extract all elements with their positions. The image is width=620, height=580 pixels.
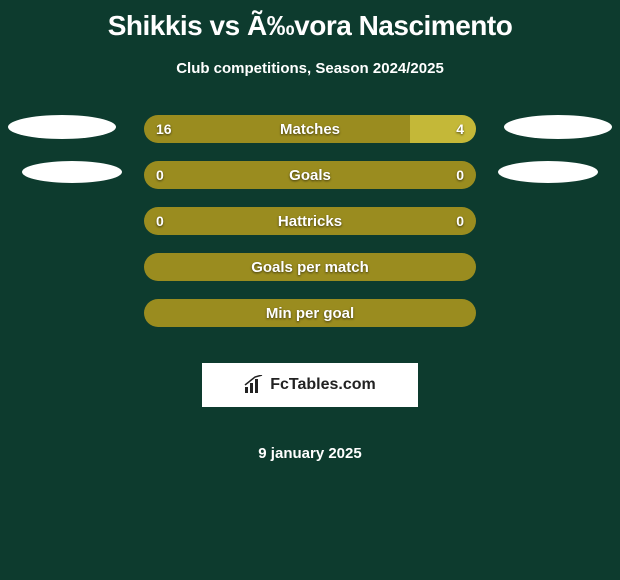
bar-left	[144, 207, 476, 235]
logo-text: FcTables.com	[270, 376, 376, 394]
bar-right	[410, 115, 476, 143]
stat-bar-matches: 16 Matches 4	[144, 115, 476, 143]
page-title: Shikkis vs Ã‰vora Nascimento	[108, 10, 513, 42]
subtitle: Club competitions, Season 2024/2025	[176, 60, 444, 77]
player-ellipse-right-icon	[504, 115, 612, 139]
stat-bar-hattricks: 0 Hattricks 0	[144, 207, 476, 235]
stats-area: 16 Matches 4 0 Goals 0 0 Hattricks 0 Goa…	[0, 115, 620, 462]
player-ellipse-left-icon	[8, 115, 116, 139]
source-logo: FcTables.com	[202, 363, 418, 407]
comparison-widget: Shikkis vs Ã‰vora Nascimento Club compet…	[0, 0, 620, 462]
bar-left	[144, 115, 410, 143]
chart-icon	[244, 375, 264, 395]
bar-left	[144, 253, 476, 281]
stat-bar-min-per-goal: Min per goal	[144, 299, 476, 327]
stat-bar-goals: 0 Goals 0	[144, 161, 476, 189]
bar-left	[144, 161, 476, 189]
player-ellipse-right-2-icon	[498, 161, 598, 183]
player-ellipse-left-2-icon	[22, 161, 122, 183]
date-text: 9 january 2025	[258, 445, 361, 462]
bar-left	[144, 299, 476, 327]
stat-bar-goals-per-match: Goals per match	[144, 253, 476, 281]
